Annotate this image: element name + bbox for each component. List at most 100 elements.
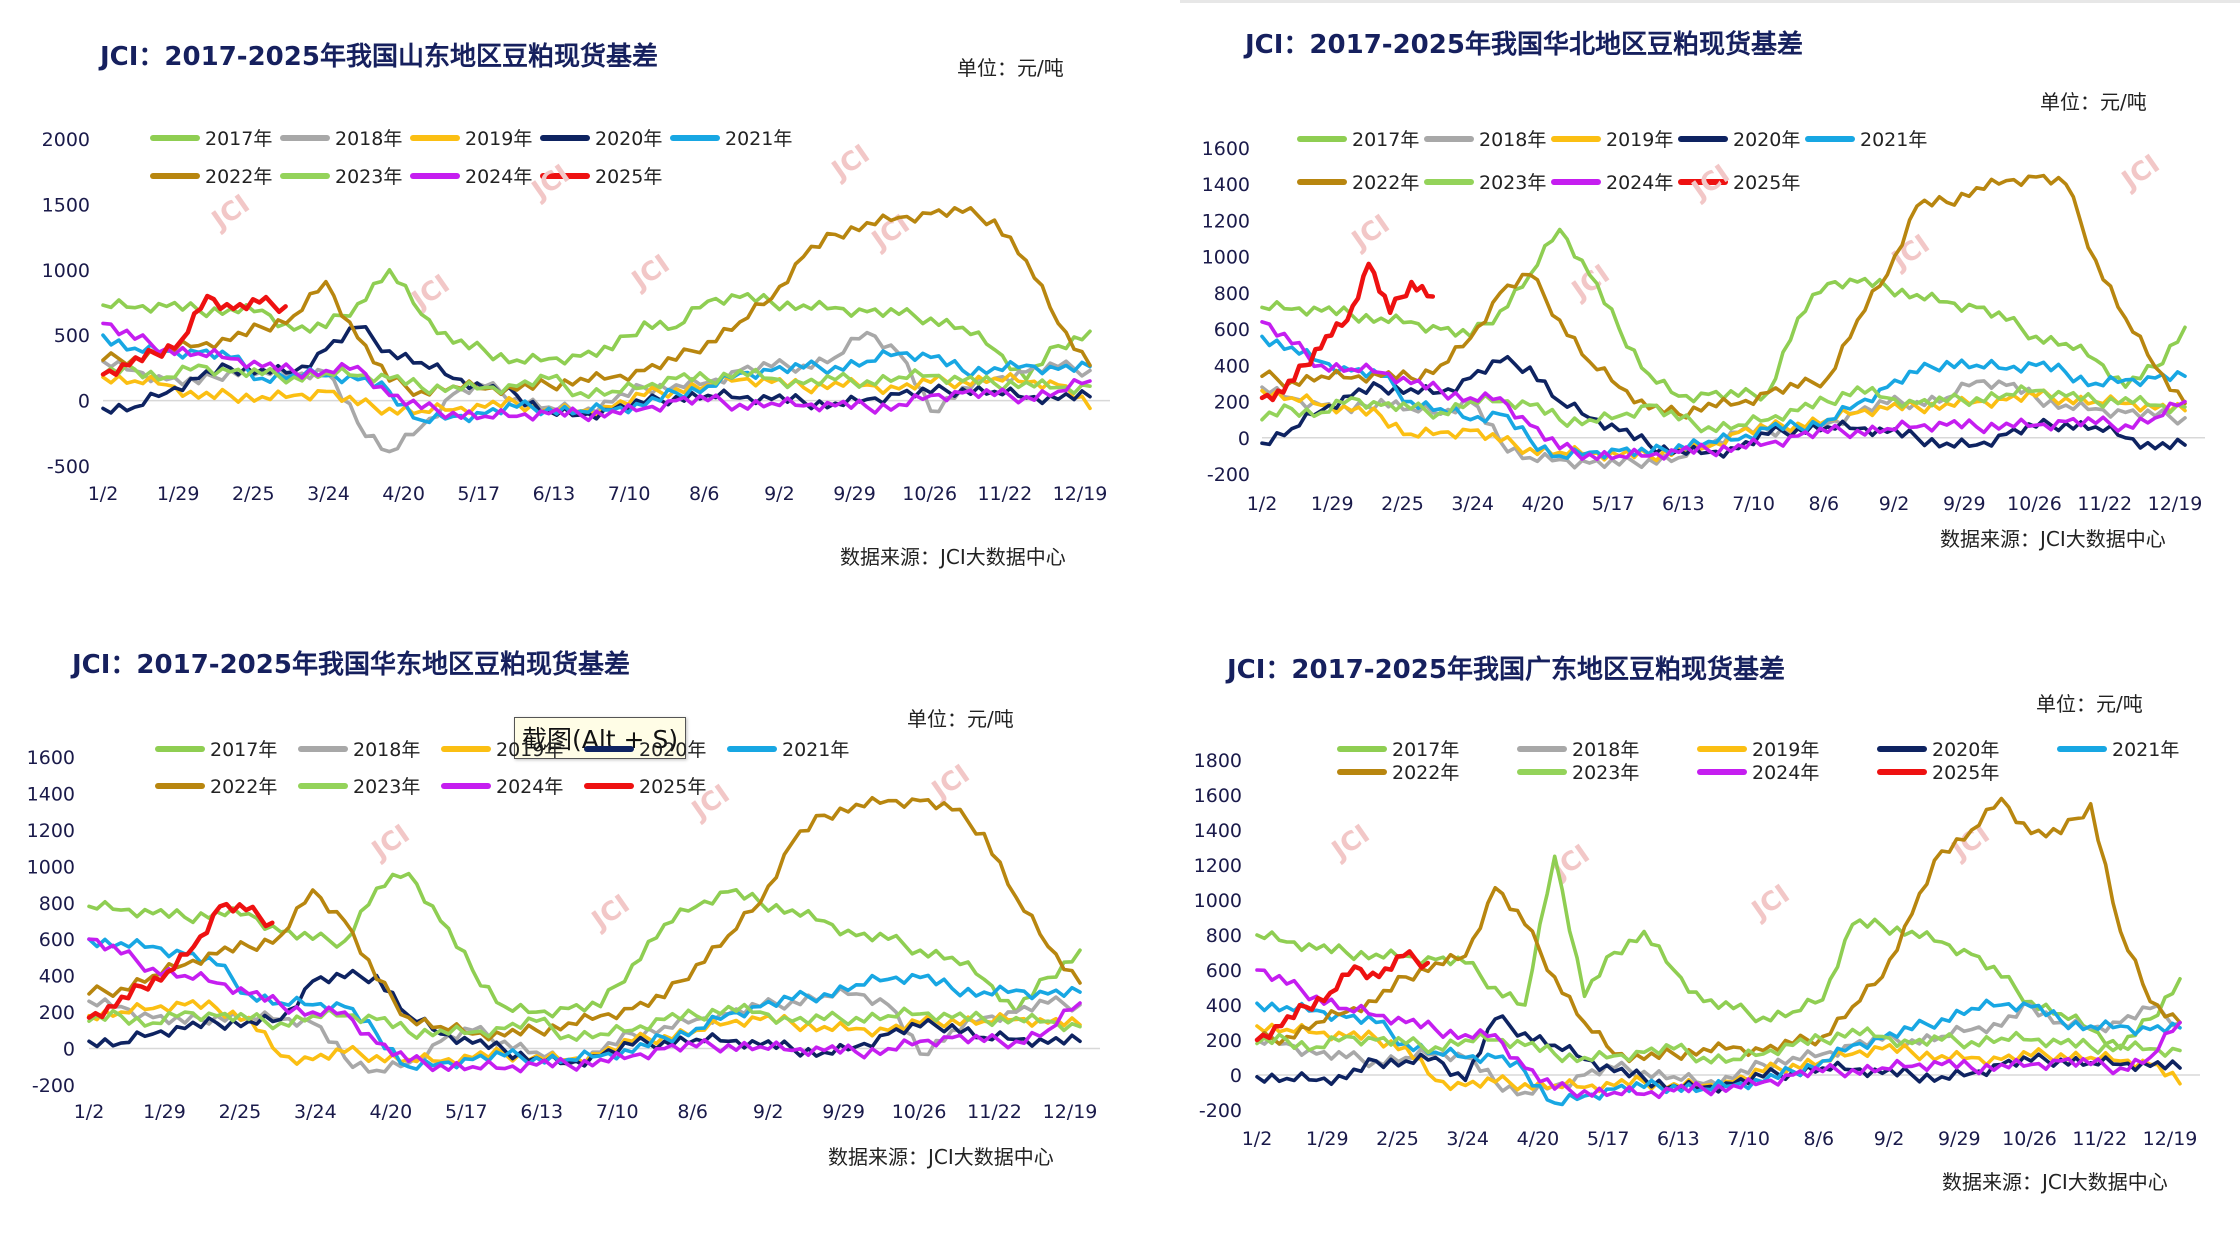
series-line-2023: [101, 362, 1092, 399]
legend-swatch: [1517, 745, 1567, 752]
legend-item-2018: 2018年: [1517, 735, 1639, 762]
y-tick-label: 0: [78, 391, 90, 413]
x-tick-label: 11/22: [2072, 1128, 2127, 1150]
series-line-2017: [87, 871, 1082, 1019]
x-tick-label: 4/20: [370, 1101, 413, 1123]
legend-item-2025: 2025年: [584, 772, 706, 799]
legend-swatch: [1877, 768, 1927, 775]
legend-swatch: [1877, 745, 1927, 752]
x-tick-label: 12/19: [1053, 483, 1108, 505]
legend-item-2024: 2024年: [410, 162, 532, 189]
legend-item-2019: 2019年: [441, 735, 563, 762]
y-tick-label: 500: [54, 325, 90, 347]
legend-item-2022: 2022年: [155, 772, 277, 799]
series-line-2018: [101, 330, 1092, 454]
legend-label: 2017年: [1392, 739, 1460, 761]
legend-item-2025: 2025年: [540, 162, 662, 189]
legend-label: 2022年: [1352, 172, 1420, 194]
x-tick-label: 1/2: [1242, 1128, 1273, 1150]
legend-item-2021: 2021年: [670, 124, 792, 151]
legend-swatch: [1337, 745, 1387, 752]
legend-label: 2025年: [639, 776, 707, 798]
watermark-text: JCI: [865, 209, 915, 257]
legend-item-2017: 2017年: [150, 124, 272, 151]
legend-swatch: [1551, 135, 1601, 142]
legend-swatch: [1551, 178, 1601, 185]
y-tick-label: 800: [39, 893, 75, 915]
watermark-text: JCI: [1325, 819, 1375, 867]
legend-label: 2023年: [1572, 762, 1640, 784]
legend-item-2017: 2017年: [1297, 125, 1419, 152]
x-tick-label: 5/17: [445, 1101, 488, 1123]
legend-item-2018: 2018年: [1424, 125, 1546, 152]
series-line-2023: [87, 1002, 1082, 1042]
x-tick-label: 10/26: [892, 1101, 947, 1123]
legend-swatch: [1297, 135, 1347, 142]
unit-label: 单位：元/吨: [957, 56, 1064, 80]
series-line-2017: [1260, 227, 2187, 404]
watermark-text: JCI: [625, 249, 675, 297]
legend-item-2020: 2020年: [584, 735, 706, 762]
legend-label: 2018年: [1479, 129, 1547, 151]
series-line-2024: [87, 937, 1082, 1074]
series-line-2017: [1255, 854, 2182, 1051]
x-tick-label: 1/29: [1306, 1128, 1349, 1150]
y-tick-label: 1200: [1202, 210, 1250, 232]
x-tick-label: 1/2: [74, 1101, 105, 1123]
series-line-2021: [1260, 334, 2187, 460]
legend-label: 2025年: [1932, 762, 2000, 784]
x-tick-label: 3/24: [1451, 493, 1494, 515]
y-tick-label: 200: [39, 1002, 75, 1024]
legend-item-2017: 2017年: [155, 735, 277, 762]
x-tick-label: 10/26: [2002, 1128, 2057, 1150]
watermark-text: JCI: [925, 759, 975, 807]
legend-item-2022: 2022年: [150, 162, 272, 189]
x-tick-label: 2/25: [1381, 493, 1424, 515]
x-tick-label: 3/24: [294, 1101, 337, 1123]
y-tick-label: 1600: [1194, 785, 1242, 807]
series-line-2018: [1255, 1002, 2182, 1097]
legend-swatch: [1678, 135, 1728, 142]
series-line-2020: [101, 325, 1092, 421]
legend-swatch: [410, 134, 460, 141]
y-tick-label: 800: [1206, 925, 1242, 947]
series-line-2018: [1260, 379, 2187, 470]
legend-swatch: [150, 134, 200, 141]
series-line-2018: [87, 986, 1082, 1074]
watermark-text: JCI: [1345, 209, 1395, 257]
x-tick-label: 6/13: [1662, 493, 1705, 515]
x-tick-label: 2/25: [232, 483, 275, 505]
legend-swatch: [727, 745, 777, 752]
legend-item-2023: 2023年: [1517, 758, 1639, 785]
y-tick-label: 600: [39, 929, 75, 951]
top-divider: [1180, 0, 2240, 3]
y-tick-label: 0: [1238, 428, 1250, 450]
x-tick-label: 9/2: [1879, 493, 1910, 515]
legend-label: 2018年: [1572, 739, 1640, 761]
legend-item-2019: 2019年: [410, 124, 532, 151]
x-tick-label: 12/19: [1043, 1101, 1098, 1123]
series-line-2019: [1255, 1022, 2182, 1093]
source-label: 数据来源：JCI大数据中心: [840, 545, 1066, 569]
legend-item-2022: 2022年: [1337, 758, 1459, 785]
x-tick-label: 1/29: [157, 483, 200, 505]
legend-swatch: [150, 172, 200, 179]
legend-item-2022: 2022年: [1297, 168, 1419, 195]
watermark-text: JCI: [585, 889, 635, 937]
legend-label: 2024年: [1606, 172, 1674, 194]
legend-label: 2024年: [496, 776, 564, 798]
y-tick-label: 0: [1230, 1065, 1242, 1087]
legend-label: 2018年: [353, 739, 421, 761]
legend-label: 2025年: [1733, 172, 1801, 194]
legend-swatch: [280, 134, 330, 141]
legend-item-2023: 2023年: [1424, 168, 1546, 195]
legend-item-2021: 2021年: [727, 735, 849, 762]
x-tick-label: 9/2: [764, 483, 795, 505]
watermark-text: JCI: [205, 189, 255, 237]
y-tick-label: 1200: [1194, 855, 1242, 877]
x-tick-label: 2/25: [1376, 1128, 1419, 1150]
x-tick-label: 6/13: [533, 483, 576, 505]
series-line-2019: [101, 372, 1092, 418]
unit-label: 单位：元/吨: [2040, 90, 2147, 114]
x-tick-label: 5/17: [1592, 493, 1635, 515]
